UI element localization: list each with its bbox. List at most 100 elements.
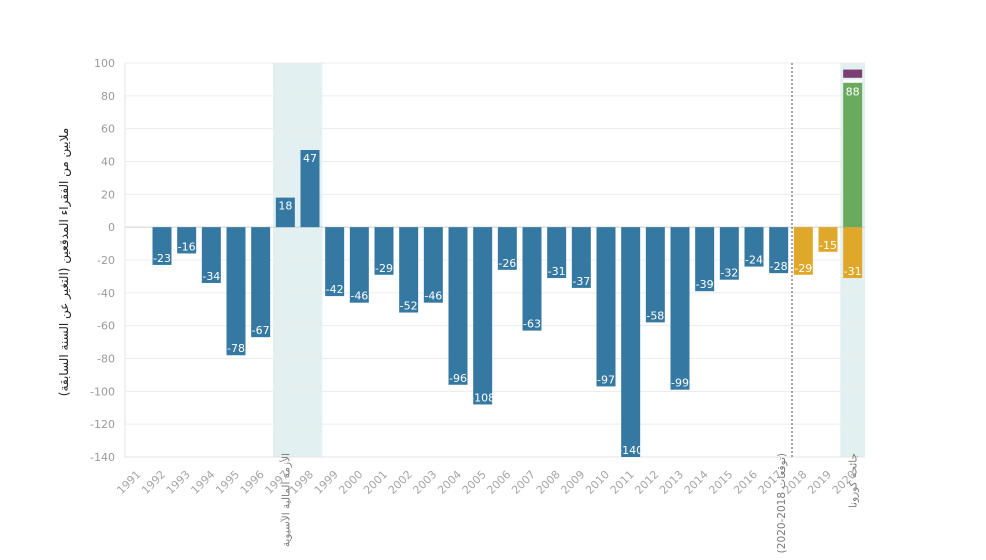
shaded-region-label: الأزمة المالية الآسيوية — [279, 453, 292, 547]
y-tick-label: 100 — [94, 57, 115, 70]
x-tick-label: 2012 — [632, 468, 661, 497]
data-label: -39 — [696, 278, 714, 291]
data-label: -63 — [523, 318, 541, 331]
x-tick-label: 2002 — [386, 468, 415, 497]
x-tick-label: 2016 — [731, 468, 760, 497]
x-tick-label: 2013 — [657, 468, 686, 497]
data-label: -140 — [618, 444, 643, 457]
bar — [325, 227, 345, 297]
x-tick-label: 2010 — [583, 468, 612, 497]
x-tick-label: 2004 — [435, 468, 464, 497]
data-label: 47 — [303, 152, 317, 165]
data-label: -42 — [326, 283, 344, 296]
data-label: -97 — [597, 373, 615, 386]
data-label: -29 — [375, 262, 393, 275]
data-label: -31 — [548, 265, 566, 278]
bar — [843, 69, 863, 78]
bar — [571, 227, 591, 288]
y-tick-label: 60 — [101, 123, 115, 136]
y-tick-label: -60 — [97, 320, 115, 333]
y-tick-label: 40 — [101, 156, 115, 169]
y-tick-label: 80 — [101, 90, 115, 103]
x-tick-label: 2001 — [361, 468, 390, 497]
data-label: -34 — [202, 270, 220, 283]
x-tick-label: 1995 — [213, 468, 242, 497]
bar — [843, 82, 863, 228]
bar — [645, 227, 665, 323]
bar-separator — [843, 79, 863, 83]
y-tick-label: -120 — [90, 418, 115, 431]
bar — [670, 227, 690, 390]
x-tick-label: 1991 — [114, 468, 143, 497]
y-tick-label: -140 — [90, 451, 115, 464]
data-label: -28 — [770, 260, 788, 273]
bar — [719, 227, 739, 280]
data-label: -67 — [252, 324, 270, 337]
shaded-region-label: جائحة كورونا — [848, 453, 860, 508]
bar — [152, 227, 172, 265]
bar — [300, 150, 320, 228]
data-label: -58 — [646, 309, 664, 322]
bar — [473, 227, 493, 405]
data-label: 88 — [846, 86, 860, 99]
bar — [497, 227, 517, 270]
bar — [448, 227, 468, 385]
data-label: -24 — [745, 254, 763, 267]
data-label: -46 — [350, 290, 368, 303]
bar — [522, 227, 542, 331]
data-label: -15 — [819, 239, 837, 252]
x-tick-label: 2000 — [336, 468, 365, 497]
bar — [621, 227, 641, 457]
data-label: -23 — [153, 252, 171, 265]
data-label: 18 — [278, 200, 292, 213]
x-tick-label: 2014 — [682, 468, 711, 497]
y-tick-label: 0 — [108, 221, 115, 234]
bar — [201, 227, 221, 283]
x-tick-label: 2007 — [509, 468, 538, 497]
bar — [596, 227, 616, 387]
bar — [744, 227, 764, 267]
bar — [399, 227, 419, 313]
bar — [818, 227, 838, 252]
data-label: -16 — [178, 240, 196, 253]
x-tick-label: 1999 — [312, 468, 341, 497]
data-label: -32 — [720, 267, 738, 280]
x-tick-label: 1996 — [238, 468, 267, 497]
x-tick-label: 2011 — [608, 468, 637, 497]
bar — [251, 227, 271, 338]
x-tick-label: 2006 — [484, 468, 513, 497]
data-label: -26 — [498, 257, 516, 270]
bar — [769, 227, 789, 274]
bar — [374, 227, 394, 275]
x-tick-label: 2015 — [706, 468, 735, 497]
bar — [843, 227, 863, 279]
x-tick-label: 1994 — [188, 468, 217, 497]
bar — [695, 227, 715, 292]
data-label: -96 — [449, 372, 467, 385]
bar — [275, 197, 295, 228]
y-tick-label: -100 — [90, 385, 115, 398]
bar — [423, 227, 443, 303]
data-label: -37 — [572, 275, 590, 288]
y-tick-label: 20 — [101, 188, 115, 201]
y-tick-label: -40 — [97, 287, 115, 300]
data-label: -29 — [794, 262, 812, 275]
x-tick-label: 2008 — [534, 468, 563, 497]
bar — [226, 227, 246, 356]
data-label: -108 — [470, 391, 495, 404]
data-label: -78 — [227, 342, 245, 355]
y-axis-label: (ملايين من الفقراء المدقعين (التغير عن ا… — [57, 127, 71, 397]
data-label: -52 — [400, 300, 418, 313]
data-label: -31 — [844, 265, 862, 278]
divider-label: (توقعات 2018-2020) — [776, 453, 788, 553]
bar — [349, 227, 369, 303]
x-tick-label: 2019 — [805, 468, 834, 497]
data-label: -99 — [671, 377, 689, 390]
x-tick-label: 2003 — [410, 468, 439, 497]
y-tick-label: -20 — [97, 254, 115, 267]
x-tick-label: 1992 — [139, 468, 168, 497]
y-tick-label: -80 — [97, 353, 115, 366]
bar — [793, 227, 813, 275]
